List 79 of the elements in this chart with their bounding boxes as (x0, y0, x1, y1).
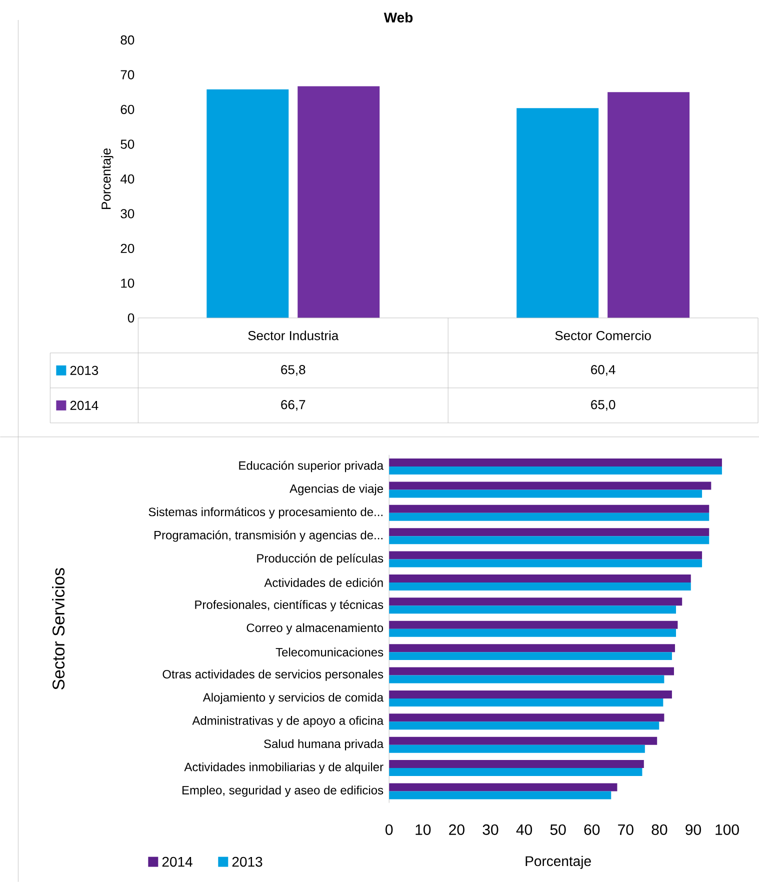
x-tick-label: 60 (584, 824, 600, 835)
bar (389, 744, 645, 753)
y-tick-label: Salud humana privada (264, 739, 384, 750)
x-tick-label: 10 (416, 824, 431, 835)
x-tick-label: Sector Comercio (555, 330, 651, 340)
data-label: 60,4 (590, 365, 616, 376)
x-tick-label: 100 (716, 824, 739, 835)
bar (389, 551, 702, 560)
y-tick-label: Profesionales, científicas y técnicas (195, 600, 384, 612)
y-tick-label: 80 (120, 35, 134, 45)
y-tick-label: Educación superior privada (239, 460, 384, 472)
x-tick-label: 30 (482, 824, 498, 835)
bar (389, 458, 722, 467)
bar (389, 736, 657, 745)
bar (389, 598, 682, 606)
bar (389, 628, 676, 637)
y-tick-label: Otras actividades de servicios personales (162, 670, 383, 681)
data-label: 65,8 (281, 365, 306, 376)
bar (389, 466, 722, 475)
bar (389, 528, 710, 536)
y-tick-label: Alojamiento y servicios de comida (202, 692, 384, 704)
y-tick-label: Programación, transmisión y agencias de... (154, 530, 382, 542)
chart-title: Web (384, 12, 412, 22)
x-tick-label: 70 (618, 824, 634, 835)
bar (389, 714, 664, 722)
y-tick-label: 40 (120, 174, 134, 184)
legend-label: 2014 (162, 856, 192, 867)
bar (389, 760, 644, 768)
data-label: 66,7 (281, 400, 306, 411)
x-tick-label: 80 (652, 824, 668, 835)
bar (389, 791, 612, 800)
x-tick-label: 0 (385, 824, 393, 835)
y-tick-label: Empleo, seguridad y aseo de edificios (182, 786, 383, 797)
bar (389, 652, 672, 660)
bar (389, 574, 691, 582)
y-tick-label: 30 (120, 209, 134, 218)
y-tick-label: Actividades inmobiliarias y de alquiler (184, 762, 384, 774)
y-tick-label: Administrativas y de apoyo a oficina (192, 716, 384, 728)
y-axis-title: Sector Servicios (52, 568, 64, 690)
legend-label: 2013 (232, 856, 262, 867)
x-tick-label: 90 (685, 824, 701, 835)
bar (389, 490, 702, 498)
y-tick-label: 10 (121, 278, 134, 288)
y-tick-label: 60 (120, 104, 134, 114)
y-tick-label: Agencias de viaje (289, 484, 383, 496)
bar (389, 783, 618, 792)
y-tick-label: 70 (120, 70, 134, 80)
x-tick-label: Sector Industria (248, 330, 339, 340)
x-axis-title: Porcentaje (526, 856, 591, 869)
bar (389, 644, 675, 652)
x-tick-label: 20 (448, 824, 464, 835)
data-label: 65,0 (590, 400, 616, 411)
legend-label: 2013 (70, 366, 98, 376)
legend-label: 2014 (70, 400, 98, 410)
y-axis-title: Porcentaje (101, 148, 114, 209)
bar (389, 482, 712, 490)
y-tick-label: Telecomunicaciones (276, 648, 384, 656)
bar (389, 582, 691, 590)
y-tick-label: 50 (120, 140, 134, 149)
y-tick-label: Producción de películas (257, 554, 384, 565)
y-tick-label: Correo y almacenamiento (246, 623, 383, 634)
bar (389, 667, 674, 676)
y-tick-label: 20 (120, 244, 134, 254)
x-tick-label: 40 (516, 824, 532, 835)
bar (389, 675, 664, 684)
bar (389, 606, 676, 614)
bar (389, 722, 659, 730)
bar (389, 690, 672, 698)
y-tick-label: 0 (128, 313, 134, 323)
bar (389, 698, 664, 706)
y-tick-label: Sistemas informáticos y procesamiento de... (148, 507, 382, 519)
bar (389, 620, 678, 629)
x-tick-label: 50 (550, 824, 566, 835)
bar (389, 559, 702, 568)
bar (389, 768, 642, 776)
bar (389, 504, 710, 513)
y-tick-label: Actividades de edición (264, 578, 383, 587)
bar (389, 512, 710, 521)
bar (389, 536, 710, 544)
